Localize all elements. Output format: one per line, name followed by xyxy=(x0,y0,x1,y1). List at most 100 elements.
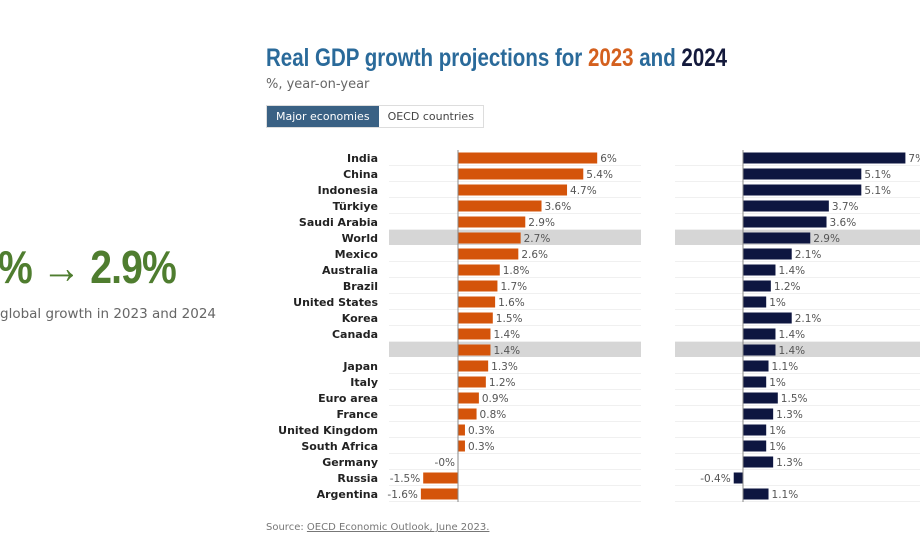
bar-2024 xyxy=(743,264,776,276)
category-label: Japan xyxy=(342,360,378,373)
bar-2024 xyxy=(743,328,776,340)
bar-2023 xyxy=(458,440,465,452)
data-label: 5.1% xyxy=(864,169,891,181)
category-label: Türkiye xyxy=(333,200,378,213)
bar-2024 xyxy=(743,392,778,404)
category-label: Australia xyxy=(322,264,378,277)
data-label: -0.4% xyxy=(700,473,730,485)
bar-2023 xyxy=(458,328,491,340)
data-label: 1.5% xyxy=(496,313,523,325)
bar-2023 xyxy=(458,392,479,404)
data-label: 1.3% xyxy=(776,457,803,469)
tab-group: Major economies OECD countries xyxy=(266,105,484,128)
bar-2023 xyxy=(458,312,493,324)
category-label: Germany xyxy=(322,456,378,469)
data-label: 7% xyxy=(908,153,920,165)
bar-2024 xyxy=(743,408,774,420)
bar-2023 xyxy=(458,168,584,180)
data-label: 1.3% xyxy=(776,409,803,421)
category-label: India xyxy=(347,152,378,165)
highlight-band xyxy=(675,342,920,357)
data-label: 1.4% xyxy=(493,345,520,357)
bar-2023 xyxy=(458,216,526,228)
bar-2023 xyxy=(423,472,458,484)
data-label: 3.6% xyxy=(830,217,857,229)
bar-2023 xyxy=(458,280,498,292)
data-label: 1% xyxy=(769,441,786,453)
bar-2023 xyxy=(458,200,542,212)
title-prefix: Real GDP growth projections for xyxy=(266,44,588,72)
bar-2024 xyxy=(743,216,827,228)
tab-oecd-countries[interactable]: OECD countries xyxy=(378,106,483,127)
bar-2024 xyxy=(743,440,767,452)
bar-2024 xyxy=(743,488,769,500)
data-label: 1.2% xyxy=(489,377,516,389)
source-link[interactable]: OECD Economic Outlook, June 2023. xyxy=(306,522,490,533)
data-label: 1.7% xyxy=(500,281,527,293)
chart-title: Real GDP growth projections for 2023 and… xyxy=(266,44,727,73)
data-label: 2.1% xyxy=(795,249,822,261)
bar-2024 xyxy=(743,360,769,372)
bar-2023 xyxy=(458,232,521,244)
bar-2024 xyxy=(743,168,862,180)
category-label: Argentina xyxy=(317,488,378,501)
data-label: 0.3% xyxy=(468,425,495,437)
bar-2024 xyxy=(743,200,829,212)
data-label: 1.2% xyxy=(774,281,801,293)
bar-2024 xyxy=(743,232,811,244)
tab-major-economies[interactable]: Major economies xyxy=(267,106,379,127)
category-label: Italy xyxy=(350,376,378,389)
data-label: 1.4% xyxy=(778,329,805,341)
bar-2023 xyxy=(420,488,458,500)
data-label: 0.3% xyxy=(468,441,495,453)
data-label: 6% xyxy=(600,153,617,165)
bar-2024 xyxy=(743,296,767,308)
category-label: Brazil xyxy=(343,280,378,293)
data-label: 1.4% xyxy=(778,265,805,277)
bar-2024 xyxy=(743,376,767,388)
data-label: 1.8% xyxy=(503,265,530,277)
data-label: 1% xyxy=(769,297,786,309)
bar-2023 xyxy=(458,184,568,196)
category-label: Euro area xyxy=(318,392,378,405)
data-label: 2.9% xyxy=(813,233,840,245)
category-label: World xyxy=(342,232,378,245)
chart-subtitle: %, year-on-year xyxy=(266,77,370,92)
bar-2024 xyxy=(743,344,776,356)
category-label: United States xyxy=(293,296,378,309)
bar-2023 xyxy=(458,408,477,420)
headline-caption: global growth in 2023 and 2024 xyxy=(0,306,217,322)
bar-2023 xyxy=(458,344,491,356)
data-label: 1.3% xyxy=(491,361,518,373)
data-label: 3.7% xyxy=(832,201,859,213)
source-prefix: Source: xyxy=(266,522,307,533)
bar-2024 xyxy=(743,456,774,468)
bar-2023 xyxy=(458,424,465,436)
bar-2024 xyxy=(743,248,792,260)
category-label: Indonesia xyxy=(318,184,378,197)
data-label: 0.9% xyxy=(482,393,509,405)
data-label: 2.7% xyxy=(524,233,551,245)
data-label: 1.4% xyxy=(778,345,805,357)
category-label: Korea xyxy=(342,312,378,325)
data-label: 2.1% xyxy=(795,313,822,325)
data-label: 1% xyxy=(769,425,786,437)
data-label: 0.8% xyxy=(480,409,507,421)
bar-2024 xyxy=(743,280,771,292)
data-label: 2.6% xyxy=(521,249,548,261)
bar-2023 xyxy=(458,152,598,164)
category-label: United Kingdom xyxy=(278,424,378,437)
category-label: Saudi Arabia xyxy=(299,216,378,229)
bar-2023 xyxy=(458,264,500,276)
bar-2024 xyxy=(743,424,767,436)
bar-2024 xyxy=(743,152,906,164)
data-label: 1% xyxy=(769,377,786,389)
data-label: -0% xyxy=(435,457,455,469)
category-label: China xyxy=(343,168,378,181)
bar-2023 xyxy=(458,248,519,260)
bar-2023 xyxy=(458,376,486,388)
category-label: France xyxy=(337,408,378,421)
bar-2024 xyxy=(733,472,743,484)
data-label: 1.1% xyxy=(772,489,799,501)
